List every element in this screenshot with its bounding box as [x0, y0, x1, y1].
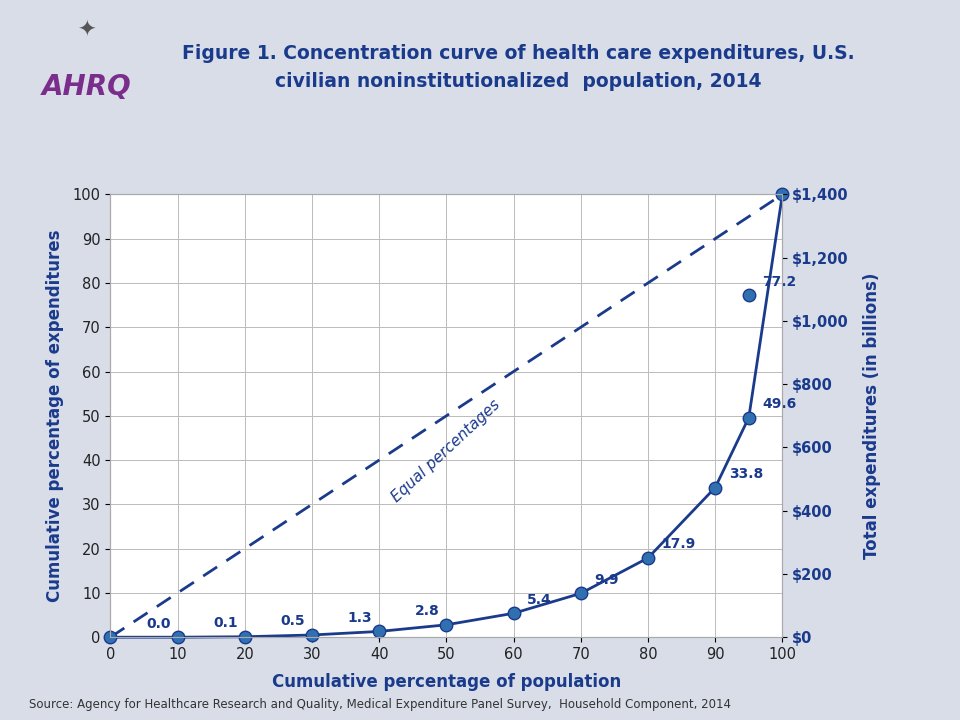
Text: 1.3: 1.3: [348, 611, 372, 625]
Text: ✦: ✦: [77, 21, 96, 41]
Text: AHRQ: AHRQ: [41, 73, 132, 101]
X-axis label: Cumulative percentage of population: Cumulative percentage of population: [272, 673, 621, 691]
Text: 9.9: 9.9: [594, 572, 619, 587]
Text: 0.5: 0.5: [280, 614, 305, 629]
Text: 33.8: 33.8: [729, 467, 763, 481]
Text: 0.1: 0.1: [213, 616, 238, 630]
Text: 2.8: 2.8: [415, 604, 440, 618]
Text: Figure 1. Concentration curve of health care expenditures, U.S.
civilian noninst: Figure 1. Concentration curve of health …: [182, 44, 854, 91]
Text: 5.4: 5.4: [527, 593, 552, 607]
Y-axis label: Total expenditures (in billions): Total expenditures (in billions): [863, 273, 880, 559]
Text: 0.0: 0.0: [146, 616, 171, 631]
Text: 77.2: 77.2: [762, 275, 797, 289]
Text: 49.6: 49.6: [762, 397, 797, 411]
Text: Equal percentages: Equal percentages: [389, 397, 504, 505]
Text: 17.9: 17.9: [661, 537, 696, 552]
Y-axis label: Cumulative percentage of expenditures: Cumulative percentage of expenditures: [46, 230, 64, 602]
Text: Source: Agency for Healthcare Research and Quality, Medical Expenditure Panel Su: Source: Agency for Healthcare Research a…: [29, 698, 731, 711]
